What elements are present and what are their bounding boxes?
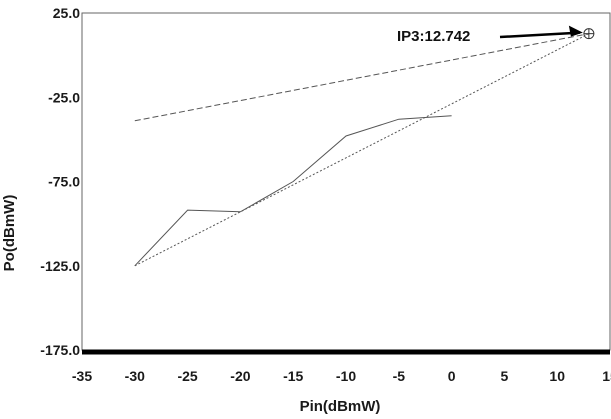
- series-line-solid: [134, 115, 452, 267]
- x-tick-label: -25: [177, 368, 197, 384]
- x-tick-label: -10: [336, 368, 356, 384]
- ip3-arrow-line: [499, 31, 580, 39]
- x-tick-label: -15: [283, 368, 303, 384]
- y-tick-label: -175.0: [40, 342, 80, 358]
- series-line-dashed: [134, 33, 589, 122]
- x-axis-label: Pin(dBmW): [300, 398, 381, 415]
- ip3-arrow-head: [568, 25, 583, 37]
- y-tick-label: -125.0: [40, 258, 80, 274]
- x-tick-label: -30: [125, 368, 145, 384]
- series-line-dotted: [134, 33, 590, 267]
- x-tick-label: 5: [501, 368, 509, 384]
- ip3-annotation-label: IP3:12.742: [397, 28, 470, 45]
- y-tick-label: 25.0: [53, 5, 80, 21]
- y-axis-label: Po(dBmW): [1, 195, 18, 272]
- y-tick-label: -75.0: [48, 174, 80, 190]
- y-tick-label: -25.0: [48, 89, 80, 105]
- x-tick-label: 10: [549, 368, 565, 384]
- x-tick-label: 0: [448, 368, 456, 384]
- x-tick-label: -20: [230, 368, 250, 384]
- x-tick-label: -35: [72, 368, 92, 384]
- x-tick-label: 15: [602, 368, 611, 384]
- x-tick-label: -5: [393, 368, 406, 384]
